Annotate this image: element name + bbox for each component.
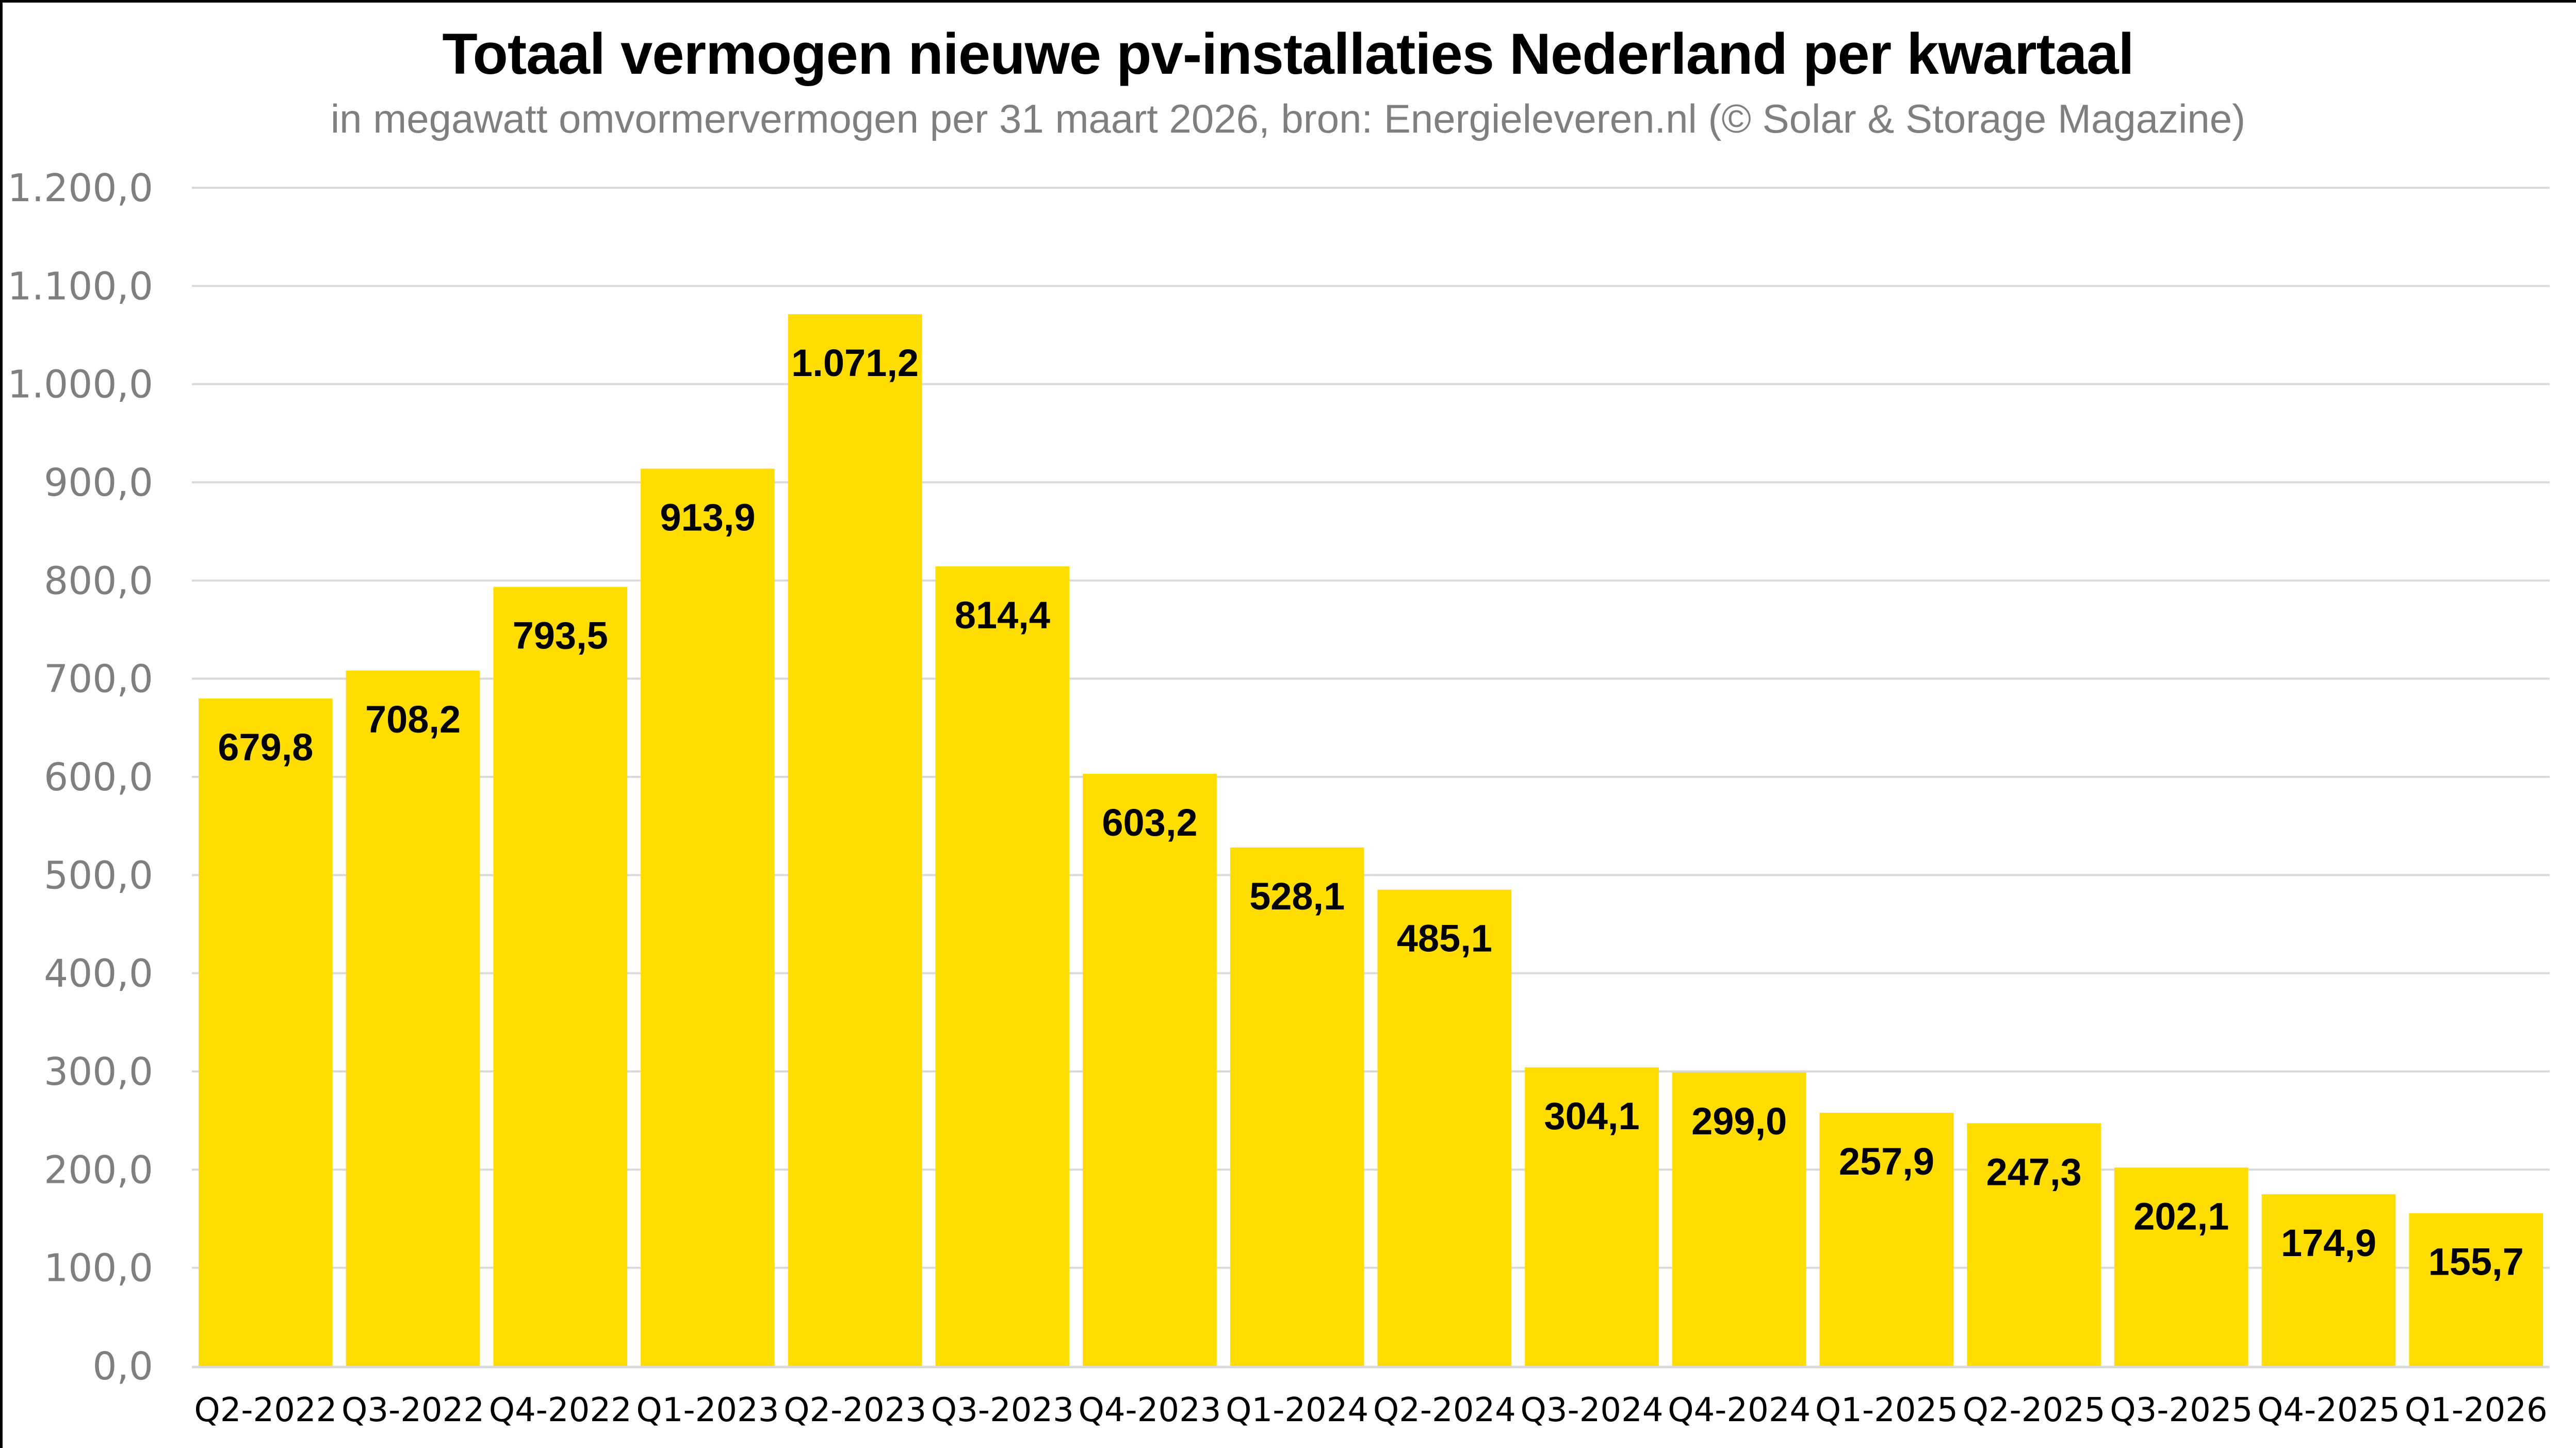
data-label: 793,5 <box>513 614 608 657</box>
x-axis-ticks: Q2-2022 Q3-2022 Q4-2022 Q1-2023 Q2-2023 Q3-20… <box>194 1391 2547 1429</box>
bar-q2-2022 <box>199 698 333 1366</box>
data-label: 247,3 <box>1986 1150 2082 1193</box>
y-axis-ticks: 0,0 100,0 200,0 300,0 400,0 500,0 600,0 700,0 80… <box>8 166 153 1389</box>
bar-q2-2025 <box>1967 1123 2101 1366</box>
x-tick-label: Q2-2023 <box>784 1391 926 1429</box>
x-tick-label: Q1-2024 <box>1226 1391 1368 1429</box>
x-tick-label: Q1-2025 <box>1815 1391 1958 1429</box>
y-tick-label: 900,0 <box>44 461 153 505</box>
bar-q3-2023 <box>935 566 1070 1366</box>
x-tick-label: Q4-2025 <box>2257 1391 2400 1429</box>
x-tick-label: Q1-2023 <box>636 1391 779 1429</box>
bar-q1-2025 <box>1819 1113 1954 1366</box>
y-tick-label: 1.100,0 <box>8 264 153 308</box>
y-tick-label: 300,0 <box>44 1050 153 1094</box>
y-tick-label: 1.200,0 <box>8 166 153 210</box>
data-label: 679,8 <box>218 726 313 769</box>
data-label: 528,1 <box>1249 875 1345 918</box>
x-tick-label: Q4-2024 <box>1668 1391 1811 1429</box>
data-label: 814,4 <box>955 594 1050 637</box>
bar-q2-2023 <box>788 314 922 1366</box>
y-tick-label: 700,0 <box>44 657 153 702</box>
x-tick-label: Q2-2025 <box>1963 1391 2106 1429</box>
x-tick-label: Q4-2023 <box>1078 1391 1221 1429</box>
bar-q4-2023 <box>1083 773 1217 1366</box>
x-tick-label: Q3-2024 <box>1521 1391 1664 1429</box>
x-tick-label: Q3-2023 <box>931 1391 1074 1429</box>
bar-q4-2024 <box>1672 1072 1806 1366</box>
x-tick-label: Q2-2024 <box>1373 1391 1516 1429</box>
bar-q3-2024 <box>1525 1067 1659 1366</box>
data-label: 304,1 <box>1544 1095 1639 1137</box>
data-label: 257,9 <box>1839 1140 1934 1183</box>
data-label: 174,9 <box>2281 1222 2376 1264</box>
bar-q1-2023 <box>641 468 775 1366</box>
y-tick-label: 400,0 <box>44 952 153 996</box>
y-tick-label: 800,0 <box>44 559 153 603</box>
bar-q3-2025 <box>2114 1167 2248 1366</box>
y-tick-label: 200,0 <box>44 1148 153 1192</box>
bars <box>199 314 2543 1366</box>
bar-q1-2024 <box>1230 847 1364 1366</box>
x-tick-label: Q4-2022 <box>489 1391 632 1429</box>
data-label: 708,2 <box>365 698 461 741</box>
bar-q3-2022 <box>346 671 480 1366</box>
data-label: 913,9 <box>660 496 755 539</box>
data-labels: 679,8 708,2 793,5 913,9 1.071,2 814,4 603,2 528… <box>218 341 2524 1283</box>
data-label: 202,1 <box>2133 1195 2229 1238</box>
y-tick-label: 1.000,0 <box>8 363 153 407</box>
bar-q4-2025 <box>2261 1194 2396 1366</box>
bar-q2-2024 <box>1377 889 1512 1366</box>
x-tick-label: Q1-2026 <box>2405 1391 2548 1429</box>
y-tick-label: 0,0 <box>92 1344 153 1389</box>
x-tick-label: Q3-2025 <box>2110 1391 2253 1429</box>
y-tick-label: 100,0 <box>44 1246 153 1291</box>
y-tick-label: 500,0 <box>44 853 153 898</box>
x-tick-label: Q3-2022 <box>341 1391 484 1429</box>
chart-subtitle: in megawatt omvormervermogen per 31 maar… <box>330 96 2246 141</box>
data-label: 603,2 <box>1102 801 1197 844</box>
bar-q1-2026 <box>2409 1213 2543 1366</box>
data-label: 155,7 <box>2428 1241 2524 1283</box>
chart-title: Totaal vermogen nieuwe pv-installaties N… <box>442 22 2134 86</box>
data-label: 1.071,2 <box>791 341 919 384</box>
x-tick-label: Q2-2022 <box>194 1391 337 1429</box>
data-label: 485,1 <box>1397 917 1492 960</box>
data-label: 299,0 <box>1691 1100 1787 1143</box>
y-tick-label: 600,0 <box>44 755 153 800</box>
bar-q4-2022 <box>493 587 628 1366</box>
